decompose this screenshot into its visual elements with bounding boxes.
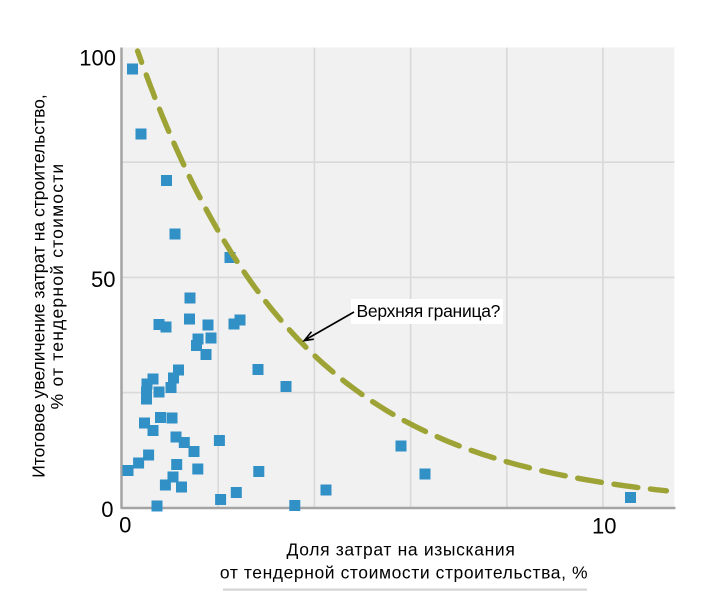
svg-text:50: 50 xyxy=(91,267,115,292)
svg-text:10: 10 xyxy=(592,513,616,538)
svg-text:Итоговое увеличение затрат на: Итоговое увеличение затрат на строительс… xyxy=(29,94,49,478)
svg-text:100: 100 xyxy=(79,45,116,70)
svg-text:Верхняя граница?: Верхняя граница? xyxy=(357,301,501,321)
svg-text:Доля затрат на изыскания: Доля затрат на изыскания xyxy=(287,540,516,560)
svg-text:% от тендерной стоимости: % от тендерной стоимости xyxy=(47,163,67,410)
svg-text:0: 0 xyxy=(101,497,113,522)
svg-text:0: 0 xyxy=(119,512,131,537)
svg-text:от тендерной стоимости строите: от тендерной стоимости строительства, % xyxy=(220,563,588,583)
